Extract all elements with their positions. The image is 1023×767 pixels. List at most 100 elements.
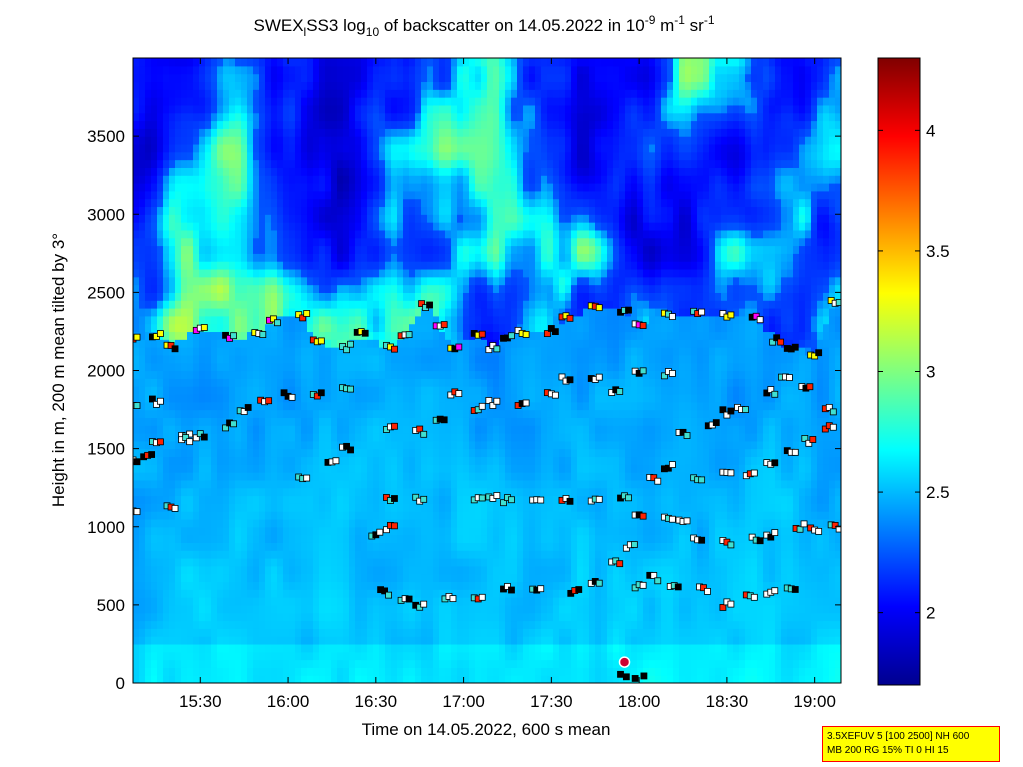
heatmap-cell [481, 386, 488, 395]
heatmap-cell [475, 589, 482, 598]
heatmap-cell [181, 597, 188, 606]
heatmap-cell [181, 175, 188, 184]
heatmap-cell [325, 597, 332, 606]
heatmap-cell [325, 487, 332, 497]
heatmap-cell [187, 511, 194, 520]
heatmap-cell [277, 362, 284, 372]
heatmap-cell [439, 183, 446, 192]
heatmap-cell [265, 120, 272, 129]
heatmap-cell [247, 104, 254, 114]
heatmap-cell [181, 167, 188, 176]
heatmap-cell [313, 534, 320, 543]
heatmap-cell [463, 362, 470, 372]
heatmap-cell [217, 511, 224, 520]
heatmap-cell [211, 73, 218, 83]
heatmap-cell [421, 401, 428, 411]
heatmap-cell [457, 104, 464, 114]
heatmap-cell [169, 550, 176, 559]
heatmap-cell [385, 245, 392, 254]
heatmap-cell [355, 565, 362, 575]
heatmap-cell [325, 472, 332, 481]
heatmap-cell [241, 300, 248, 309]
heatmap-cell [325, 401, 332, 411]
heatmap-cell [421, 526, 428, 536]
heatmap-cell [337, 104, 344, 114]
heatmap-cell [373, 370, 380, 379]
heatmap-cell [463, 542, 470, 551]
heatmap-cell [403, 175, 410, 184]
heatmap-cell [307, 104, 314, 114]
heatmap-cell [337, 276, 344, 286]
heatmap-cell [487, 651, 494, 661]
heatmap-cell [337, 167, 344, 176]
heatmap-cell [421, 65, 428, 75]
heatmap-cell [271, 347, 278, 356]
heatmap-cell [385, 550, 392, 559]
heatmap-cell [457, 151, 464, 161]
title-prefix: SWEX [253, 16, 303, 35]
heatmap-cell [229, 323, 236, 333]
heatmap-cell [205, 550, 212, 559]
heatmap-cell [283, 550, 290, 559]
heatmap-cell [337, 222, 344, 231]
heatmap-cell [373, 378, 380, 387]
heatmap-cell [295, 292, 302, 301]
heatmap-cell [145, 354, 152, 364]
heatmap-cell [403, 206, 410, 215]
heatmap-cell [277, 581, 284, 590]
heatmap-cell [145, 565, 152, 575]
heatmap-cell [265, 651, 272, 661]
heatmap-cell [163, 651, 170, 661]
heatmap-cell [463, 268, 470, 278]
heatmap-cell [241, 120, 248, 129]
heatmap-cell [349, 315, 356, 325]
heatmap-cell [229, 636, 236, 645]
heatmap-cell [247, 589, 254, 598]
heatmap-cell [355, 581, 362, 590]
heatmap-cell [199, 659, 206, 668]
heatmap-cell [277, 120, 284, 129]
heatmap-cell [487, 136, 494, 145]
heatmap-cell [223, 104, 230, 114]
heatmap-cell [199, 331, 206, 340]
heatmap-cell [241, 448, 248, 458]
heatmap-cell [433, 159, 440, 168]
heatmap-cell [313, 518, 320, 528]
heatmap-cell [331, 58, 338, 67]
heatmap-cell [457, 651, 464, 661]
heatmap-cell [145, 542, 152, 551]
heatmap-cell [325, 128, 332, 137]
heatmap-cell [379, 425, 386, 434]
heatmap-cell [433, 190, 440, 200]
heatmap-cell [403, 89, 410, 98]
heatmap-cell [301, 354, 308, 364]
heatmap-cell [187, 308, 194, 317]
heatmap-cell [169, 65, 176, 75]
heatmap-cell [289, 175, 296, 184]
heatmap-cell [469, 128, 476, 137]
heatmap-cell [175, 659, 182, 668]
heatmap-cell [223, 456, 230, 465]
heatmap-cell [145, 253, 152, 262]
heatmap-cell [343, 136, 350, 145]
heatmap-cell [181, 183, 188, 192]
heatmap-cell [205, 354, 212, 364]
heatmap-cell [241, 347, 248, 356]
heatmap-cell [469, 370, 476, 379]
heatmap-cell [481, 190, 488, 200]
heatmap-cell [337, 573, 344, 583]
heatmap-cell [247, 604, 254, 614]
heatmap-cell [469, 393, 476, 403]
heatmap-cell [487, 214, 494, 223]
heatmap-cell [469, 448, 476, 458]
heatmap-cell [361, 97, 368, 106]
heatmap-cell [373, 292, 380, 301]
heatmap-cell [367, 268, 374, 278]
heatmap-cell [325, 143, 332, 153]
heatmap-cell [133, 112, 140, 122]
heatmap-cell [253, 620, 260, 629]
heatmap-cell [463, 347, 470, 356]
heatmap-cell [235, 526, 242, 536]
heatmap-cell [259, 503, 266, 512]
heatmap-cell [403, 472, 410, 481]
